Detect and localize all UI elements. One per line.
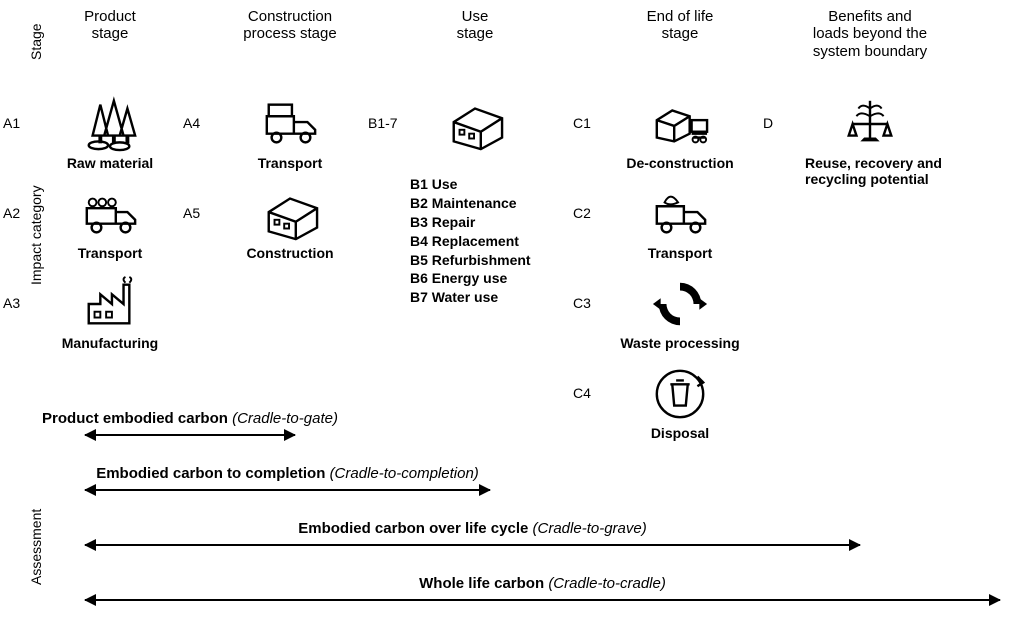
cycle-icon: [651, 275, 709, 333]
caption-c1: De-construction: [615, 155, 745, 171]
item-a2: A2Transport: [45, 185, 175, 261]
factory-icon: [81, 275, 139, 333]
caption-c4: Disposal: [615, 425, 745, 441]
code-a1: A1: [3, 115, 20, 131]
bin-icon: [651, 365, 709, 423]
demolition-icon: [651, 95, 709, 153]
code-b: B1-7: [368, 115, 398, 131]
item-c1: C1De-construction: [615, 95, 745, 171]
item-c3: C3Waste processing: [615, 275, 745, 351]
assess-label-0: Product embodied carbon (Cradle-to-gate): [0, 410, 390, 427]
item-a1: A1Raw material: [45, 95, 175, 171]
truck-box-icon: [261, 95, 319, 153]
assess-arrow-3: [85, 599, 1000, 601]
caption-d: Reuse, recovery and recycling potential: [805, 155, 945, 187]
code-c4: C4: [573, 385, 591, 401]
building-icon: [446, 95, 504, 153]
use-list-item: B4 Replacement: [410, 232, 531, 251]
item-a5: A5Construction: [225, 185, 355, 261]
assess-arrow-2: [85, 544, 860, 546]
col-header-product: Productstage: [30, 8, 190, 43]
col-header-eol: End of lifestage: [595, 8, 765, 43]
rowlabel-impact: Impact category: [28, 185, 44, 285]
item-d: DReuse, recovery and recycling potential: [805, 95, 935, 187]
scales-plant-icon: [841, 95, 899, 153]
assess-label-1: Embodied carbon to completion (Cradle-to…: [88, 465, 488, 482]
code-c2: C2: [573, 205, 591, 221]
col-header-construction: Constructionprocess stage: [205, 8, 375, 43]
caption-a2: Transport: [45, 245, 175, 261]
item-c2: C2Transport: [615, 185, 745, 261]
assess-label-3: Whole life carbon (Cradle-to-cradle): [343, 575, 743, 592]
rowlabel-assessment: Assessment: [28, 509, 44, 585]
item-a3: A3Manufacturing: [45, 275, 175, 351]
caption-a1: Raw material: [45, 155, 175, 171]
assess-label-2: Embodied carbon over life cycle (Cradle-…: [273, 520, 673, 537]
code-a2: A2: [3, 205, 20, 221]
code-a5: A5: [183, 205, 200, 221]
item-b: B1-7: [410, 95, 540, 155]
building-icon: [261, 185, 319, 243]
col-header-benefits: Benefits andloads beyond thesystem bound…: [795, 8, 945, 60]
assess-arrow-0: [85, 434, 295, 436]
use-stage-list: B1 UseB2 MaintenanceB3 RepairB4 Replacem…: [410, 175, 531, 307]
assess-arrow-1: [85, 489, 490, 491]
col-header-use: Usestage: [390, 8, 560, 43]
use-list-item: B2 Maintenance: [410, 194, 531, 213]
truck-leaf-icon: [651, 185, 709, 243]
item-a4: A4Transport: [225, 95, 355, 171]
code-c3: C3: [573, 295, 591, 311]
caption-c2: Transport: [615, 245, 745, 261]
code-d: D: [763, 115, 773, 131]
use-list-item: B5 Refurbishment: [410, 251, 531, 270]
code-a3: A3: [3, 295, 20, 311]
caption-a3: Manufacturing: [45, 335, 175, 351]
trees-icon: [81, 95, 139, 153]
use-list-item: B6 Energy use: [410, 269, 531, 288]
use-list-item: B3 Repair: [410, 213, 531, 232]
caption-a4: Transport: [225, 155, 355, 171]
caption-a5: Construction: [225, 245, 355, 261]
use-list-item: B1 Use: [410, 175, 531, 194]
code-a4: A4: [183, 115, 200, 131]
truck-logs-icon: [81, 185, 139, 243]
code-c1: C1: [573, 115, 591, 131]
item-c4: C4Disposal: [615, 365, 745, 441]
caption-c3: Waste processing: [615, 335, 745, 351]
use-list-item: B7 Water use: [410, 288, 531, 307]
